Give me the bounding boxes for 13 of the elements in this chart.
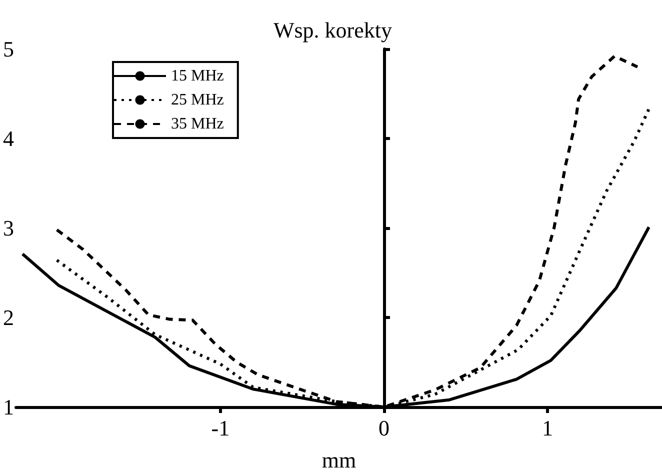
y-tick-label: 3 [3,216,14,240]
x-tick-label: -1 [211,416,230,440]
legend-label: 35 MHz [171,116,224,132]
y-tick-label: 2 [3,305,14,330]
y-tick-label: 4 [3,126,14,151]
y-axis-title: Wsp. korekty [273,18,392,42]
legend-label: 15 MHz [171,68,224,84]
y-tick-label: 1 [3,394,14,420]
x-tick-label: 0 [378,416,390,440]
legend-label: 25 MHz [171,92,224,108]
y-tick-label: 5 [3,36,14,62]
x-tick-label: 1 [542,416,554,440]
x-axis-title: mm [322,448,356,472]
